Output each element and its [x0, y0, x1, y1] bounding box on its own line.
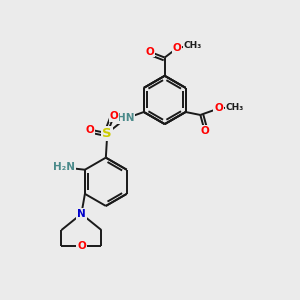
Text: O: O [77, 241, 86, 251]
Text: O: O [86, 125, 94, 135]
Text: O: O [173, 43, 182, 53]
Text: N: N [77, 209, 86, 219]
Text: O: O [145, 47, 154, 57]
Text: O: O [214, 103, 223, 113]
Text: CH₃: CH₃ [183, 41, 202, 50]
Text: O: O [110, 111, 118, 121]
Text: S: S [103, 127, 112, 140]
Text: HN: HN [117, 113, 134, 124]
Text: H₂N: H₂N [53, 162, 75, 172]
Text: O: O [200, 126, 209, 136]
Text: CH₃: CH₃ [226, 103, 244, 112]
